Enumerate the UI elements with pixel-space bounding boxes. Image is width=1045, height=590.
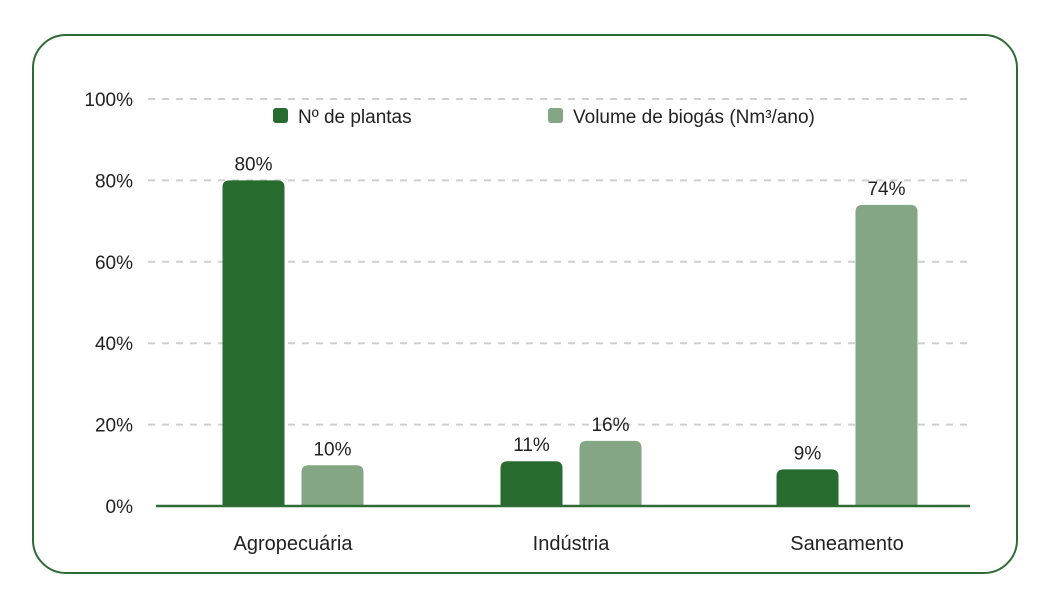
data-labels: 80% 11% 9% 10% 16% 74% [234,154,905,464]
bar-value-label: 10% [313,439,351,460]
y-axis-ticks: 0% 20% 40% 60% 80% 100% [84,90,133,518]
legend-swatch [273,108,288,123]
x-tick-label: Agropecuária [234,533,354,555]
y-tick-label: 60% [95,253,133,274]
legend: Nº de plantas Volume de biogás (Nm³/ano) [273,107,815,128]
y-tick-label: 100% [84,90,133,111]
y-tick-label: 80% [95,171,133,192]
bar-value-label: 16% [591,415,629,436]
bar [500,461,563,506]
x-tick-label: Indústria [533,533,611,555]
bar [301,465,364,506]
legend-label: Nº de plantas [298,107,412,128]
legend-swatch [548,108,563,123]
chart-frame [32,34,1018,574]
y-tick-label: 20% [95,416,133,437]
x-axis-labels: Agropecuária Indústria Saneamento [234,533,904,555]
bar-value-label: 11% [513,435,550,456]
legend-label: Volume de biogás (Nm³/ano) [573,107,815,128]
bars [222,180,918,506]
y-tick-label: 0% [106,497,134,518]
bar-value-label: 74% [867,179,905,200]
x-tick-label: Saneamento [790,533,903,555]
bar-value-label: 9% [794,443,822,464]
y-tick-label: 40% [95,334,133,355]
gridlines [148,98,968,426]
bar [222,180,285,506]
bar [776,469,839,506]
bar [579,440,642,506]
bar [855,204,918,506]
bar-value-label: 80% [234,154,272,175]
